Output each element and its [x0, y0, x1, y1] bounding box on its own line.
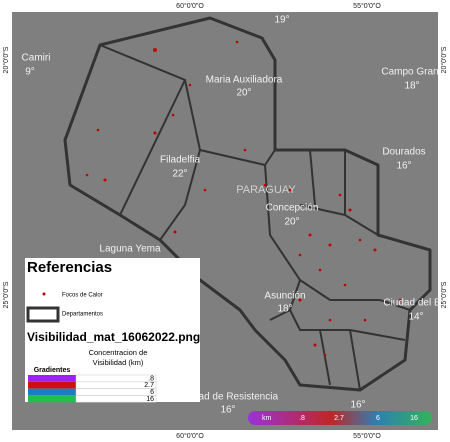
place-name: Dourados [382, 147, 425, 158]
grid-label: 25°0'0"S [2, 281, 10, 308]
legend: Referencias Focos de Calor Departamentos… [25, 258, 200, 403]
place-name: Ciudad del E [383, 298, 441, 309]
grid-label: 60°0'0"O [176, 432, 204, 440]
place-temp: 18° [404, 81, 419, 92]
place-name: Camiri [22, 53, 51, 64]
legend-item: Focos de Calor [62, 293, 103, 299]
colorbar-unit: km [262, 415, 272, 422]
grid-label: 25°0'0"S [440, 281, 448, 308]
legend-point [42, 292, 46, 296]
legend-swatch [28, 395, 76, 403]
place-temp: 22° [172, 169, 187, 180]
legend-value: .8 [148, 375, 154, 382]
legend-swatch [28, 388, 76, 396]
colorbar-label: 6 [376, 415, 380, 422]
department-border [99, 44, 411, 391]
place-name: Maria Auxiliadora [206, 75, 283, 86]
place-temp: 16° [396, 161, 411, 172]
place-temp: 20° [236, 88, 251, 99]
legend-value: 6 [150, 389, 154, 396]
colorbar-label: 16 [410, 415, 418, 422]
place-name: Campo Gran [381, 67, 438, 78]
place-temp: 19° [274, 15, 289, 26]
colorbar [248, 411, 432, 425]
place-temp: 18° [277, 304, 292, 315]
colorbar-label: .8 [299, 415, 305, 422]
legend-value: 2.7 [144, 382, 154, 389]
country-name: PARAGUAY [236, 184, 296, 196]
place-temp: 14° [408, 312, 423, 323]
legend-column: Gradientes [34, 367, 71, 374]
grid-label: 20°0'0"S [440, 46, 448, 73]
grid-label: 60°0'0"O [176, 2, 204, 10]
place-name: Asunción [264, 291, 305, 302]
place-temp: 9° [25, 67, 35, 78]
legend-column: Concentracion de Visibilidad (km) [88, 348, 148, 367]
grid-label: 20°0'0"S [2, 46, 10, 73]
legend-swatch [28, 375, 76, 382]
heat-points [85, 40, 402, 357]
grid-label: 55°0'0"O [353, 432, 381, 440]
legend-cell [75, 395, 157, 403]
place-name: Concepción [266, 203, 319, 214]
legend-layer: Visibilidad_mat_16062022.png [27, 330, 200, 344]
legend-title: Referencias [27, 259, 112, 276]
place-name: Laguna Yema [99, 244, 161, 255]
legend-value: 16 [146, 396, 154, 403]
legend-item: Departamentos [62, 312, 103, 318]
legend-swatch [28, 381, 76, 389]
legend-column-box: Concentracion de Visibilidad (km) [88, 348, 148, 367]
grid-label: 55°0'0"O [353, 2, 381, 10]
place-temp: 16° [350, 400, 365, 411]
place-temp: 16° [220, 405, 235, 416]
legend-border [26, 306, 60, 323]
colorbar-label: 2.7 [334, 415, 344, 422]
place-name: Filadelfia [160, 155, 200, 166]
place-name: Ciudad de Resistencia [178, 392, 278, 403]
place-temp: 20° [284, 217, 299, 228]
